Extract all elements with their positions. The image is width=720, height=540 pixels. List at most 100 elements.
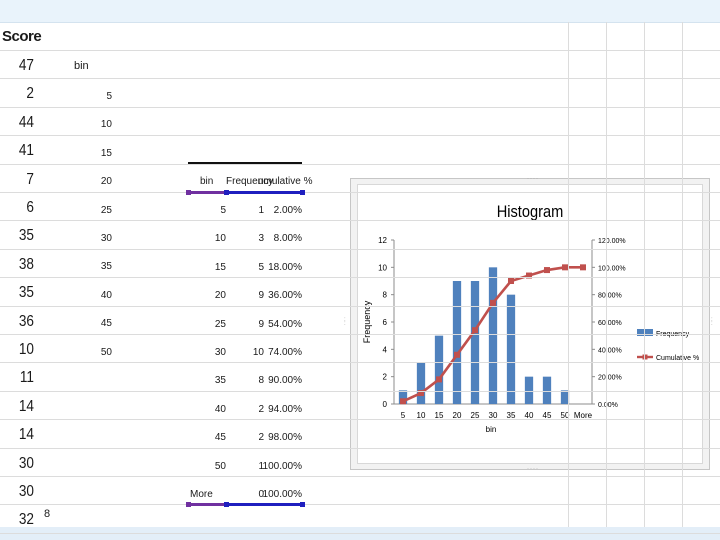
histogram-bar (470, 281, 480, 404)
grid-row-line (0, 135, 720, 136)
y2-tick-label: 0.00% (598, 402, 618, 409)
score-cell[interactable]: 2 (26, 85, 34, 102)
table-bin-cell[interactable]: 15 (214, 262, 226, 273)
table-frequency-cell[interactable]: 3 (258, 233, 264, 244)
table-cumulative-cell[interactable]: 100.00% (262, 461, 302, 472)
selection-handle[interactable] (300, 502, 305, 507)
score-cell[interactable]: 35 (18, 284, 34, 301)
table-cumulative-cell[interactable]: 94.00% (268, 404, 302, 415)
score-cell[interactable]: 30 (18, 483, 34, 500)
table-cumulative-cell[interactable]: 100.00% (262, 489, 302, 500)
cumulative-point (562, 264, 568, 271)
score-cell[interactable]: 10 (18, 341, 34, 358)
table-frequency-cell[interactable]: 9 (258, 290, 264, 301)
table-cumulative-cell[interactable]: 90.00% (268, 375, 302, 386)
histogram-bar (452, 281, 462, 404)
bin-cell[interactable]: 35 (100, 261, 112, 272)
chart-resize-handle-left[interactable]: :: (344, 317, 347, 327)
table-cumulative-cell[interactable]: 98.00% (268, 432, 302, 443)
score-cell[interactable]: 38 (18, 256, 34, 273)
cumulative-point (436, 376, 442, 383)
selection-handle[interactable] (224, 190, 229, 195)
table-bin-cell[interactable]: More (190, 489, 213, 500)
score-column-header[interactable]: Score (2, 28, 42, 45)
table-frequency-cell[interactable]: 2 (258, 404, 264, 415)
y-tick-label: 6 (383, 318, 388, 327)
table-header-cumulative[interactable]: umulative % (258, 176, 313, 187)
bin-cell[interactable]: 15 (100, 148, 112, 159)
chart-resize-handle-top[interactable]: ···· (527, 176, 539, 182)
selection-handle[interactable] (186, 502, 191, 507)
score-cell[interactable]: 6 (26, 199, 34, 216)
bin-cell[interactable]: 5 (106, 91, 112, 102)
selection-handle[interactable] (186, 190, 191, 195)
selection-range-line (226, 191, 302, 194)
bin-cell[interactable]: 45 (100, 318, 112, 329)
table-bin-cell[interactable]: 40 (214, 404, 226, 415)
selection-handle[interactable] (300, 190, 305, 195)
histogram-bar (488, 267, 498, 404)
score-cell[interactable]: 11 (19, 369, 34, 386)
table-frequency-cell[interactable]: 2 (258, 432, 264, 443)
table-cumulative-cell[interactable]: 54.00% (268, 319, 302, 330)
bin-cell[interactable]: 10 (100, 119, 112, 130)
grid-row-line (0, 164, 720, 165)
table-bin-cell[interactable]: 10 (214, 233, 226, 244)
score-cell[interactable]: 47 (18, 57, 34, 74)
y2-tick-label: 60.00% (598, 320, 622, 327)
top-toolbar-strip (0, 0, 720, 23)
grid-column-line (644, 22, 645, 527)
table-cumulative-cell[interactable]: 8.00% (273, 233, 302, 244)
grid-row-line (0, 504, 720, 505)
table-cumulative-cell[interactable]: 36.00% (268, 290, 302, 301)
table-bin-cell[interactable]: 20 (214, 290, 226, 301)
table-frequency-cell[interactable]: 1 (258, 205, 264, 216)
grid-row-line (0, 391, 720, 392)
table-cumulative-cell[interactable]: 2.00% (273, 205, 302, 216)
table-header-frequency[interactable]: Frequency (226, 176, 274, 187)
table-bin-cell[interactable]: 50 (214, 461, 226, 472)
bin-column-header[interactable]: bin (74, 60, 89, 72)
score-cell[interactable]: 30 (18, 455, 34, 472)
score-cell[interactable]: 7 (26, 171, 34, 188)
table-frequency-cell[interactable]: 10 (252, 347, 264, 358)
table-frequency-cell[interactable]: 9 (258, 319, 264, 330)
table-bin-cell[interactable]: 45 (214, 432, 226, 443)
table-frequency-cell[interactable]: 1 (258, 461, 264, 472)
bin-cell[interactable]: 20 (100, 176, 112, 187)
score-cell[interactable]: 35 (18, 227, 34, 244)
table-frequency-cell[interactable]: 0 (258, 489, 264, 500)
table-frequency-cell[interactable]: 5 (258, 262, 264, 273)
chart-resize-handle-bottom[interactable]: ···· (527, 466, 539, 472)
grid-row-line (0, 362, 720, 363)
selection-range-line (188, 191, 226, 194)
x-tick-label: 10 (417, 411, 426, 420)
bin-cell[interactable]: 30 (100, 233, 112, 244)
chart-resize-handle-right[interactable]: :: (711, 317, 714, 327)
table-cumulative-cell[interactable]: 74.00% (268, 347, 302, 358)
table-frequency-cell[interactable]: 8 (258, 375, 264, 386)
histogram-chart[interactable]: Histogram 0 2 4 6 8 10 12 0.00% 20.00% 40.00% 60.00… (357, 184, 703, 464)
score-cell[interactable]: 36 (18, 313, 34, 330)
score-cell[interactable]: 44 (18, 114, 34, 131)
table-bin-cell[interactable]: 30 (214, 347, 226, 358)
bin-cell[interactable]: 40 (100, 290, 112, 301)
x-tick-label: 30 (489, 411, 498, 420)
y2-tick-label: 80.00% (598, 293, 622, 300)
score-cell[interactable]: 14 (18, 398, 34, 415)
score-cell[interactable]: 32 (18, 511, 34, 528)
bin-cell[interactable]: 50 (100, 347, 112, 358)
score-cell[interactable]: 14 (18, 426, 34, 443)
table-header-bin[interactable]: bin (200, 176, 214, 187)
x-tick-label: 15 (435, 411, 444, 420)
y2-tick-label: 100.00% (598, 265, 626, 272)
grid-row-line (0, 476, 720, 477)
score-cell[interactable]: 41 (18, 142, 34, 159)
table-bin-cell[interactable]: 5 (220, 205, 226, 216)
table-bin-cell[interactable]: 35 (214, 375, 226, 386)
table-cumulative-cell[interactable]: 18.00% (268, 262, 302, 273)
selection-handle[interactable] (224, 502, 229, 507)
cumulative-point (508, 278, 514, 284)
bin-cell[interactable]: 25 (100, 205, 112, 216)
table-bin-cell[interactable]: 25 (214, 319, 226, 330)
